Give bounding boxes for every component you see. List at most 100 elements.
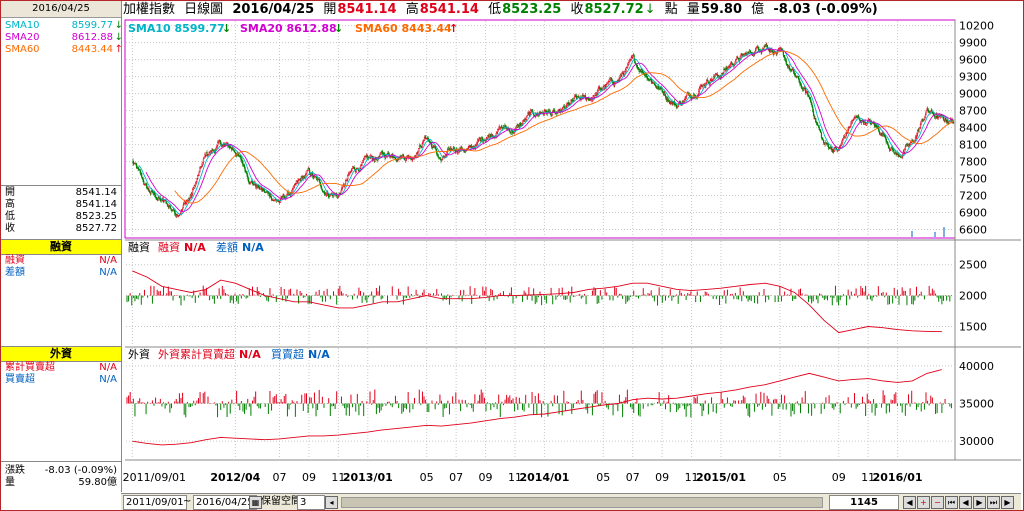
candle-body (192, 190, 193, 194)
candle-body (202, 165, 203, 167)
candle-body (142, 177, 143, 178)
scroll-track[interactable] (341, 497, 823, 508)
candle-body (341, 190, 342, 194)
zoom-out-icon[interactable]: − (931, 496, 944, 509)
candle-body (364, 158, 365, 159)
candle-body (246, 172, 247, 174)
candle-body (828, 146, 829, 148)
candle-body (943, 117, 944, 120)
candle-body (519, 125, 520, 127)
candle-body (823, 140, 824, 143)
candle-body (921, 121, 922, 124)
zoom-in-icon[interactable]: + (917, 496, 930, 509)
candle-body (812, 105, 813, 107)
x-tick-label: 05 (596, 471, 610, 484)
candle-body (435, 146, 436, 148)
scroll-left-icon[interactable]: ◀ (903, 496, 916, 509)
candle-body (822, 139, 823, 140)
y-tick-label: 35000 (959, 398, 994, 411)
candle-body (182, 208, 183, 209)
y-tick-label: 30000 (959, 435, 994, 448)
candle-body (292, 190, 293, 193)
candle-body (240, 156, 241, 159)
candle-body (405, 159, 406, 161)
foreign-legend-value: N/A (239, 348, 261, 361)
y-tick-label: 9900 (959, 37, 987, 50)
candle-body (360, 166, 361, 168)
candle-body (306, 173, 307, 175)
x-tick-label: 09 (479, 471, 493, 484)
candle-body (698, 94, 699, 95)
margin-legend-item: 差額 (216, 240, 238, 254)
down-arrow-icon: ↓ (222, 22, 231, 35)
range-toolbar: 2011/09/01 ~ 2016/04/25 ▦ 保留空間 3 ◂ 1145 … (121, 493, 1021, 510)
candle-body (947, 122, 948, 124)
candle-body (487, 136, 488, 138)
candle-body (828, 143, 829, 146)
candle-body (202, 162, 203, 165)
candle-body (953, 122, 954, 123)
candle-body (192, 194, 193, 196)
candle-body (532, 110, 533, 112)
y-tick-label: 7200 (959, 190, 987, 203)
candle-body (794, 72, 795, 74)
prev-page-icon[interactable]: ◀ (959, 496, 972, 509)
next-page-icon[interactable]: ▶ (973, 496, 986, 509)
candle-body (629, 61, 630, 63)
scroll-right-icon[interactable]: ▶ (1001, 496, 1014, 509)
candle-body (655, 85, 656, 87)
y-tick-label: 8100 (959, 139, 987, 152)
candle-body (199, 168, 200, 172)
candle-body (305, 175, 306, 177)
candle-body (220, 142, 221, 144)
candle-body (667, 98, 668, 101)
candle-body (530, 110, 531, 112)
y-tick-label: 9000 (959, 88, 987, 101)
candle-body (686, 95, 687, 97)
candle-body (800, 82, 801, 84)
candle-body (207, 152, 208, 154)
candle-body (738, 58, 739, 59)
candle-body (919, 127, 920, 128)
candle-body (821, 132, 822, 137)
from-date-field[interactable]: 2011/09/01 (123, 495, 187, 510)
candle-body (786, 61, 787, 65)
x-tick-label: 2015/01 (696, 471, 746, 484)
candle-body (713, 79, 714, 81)
candle-body (271, 198, 272, 200)
spin-icon[interactable]: ◂ (325, 496, 338, 509)
last-page-icon[interactable]: ⏭ (987, 496, 1000, 509)
candle-body (925, 115, 926, 118)
candle-body (244, 165, 245, 167)
candle-body (533, 113, 534, 115)
candle-body (530, 113, 531, 115)
x-tick-label: 09 (832, 471, 846, 484)
bar-count: 1145 (829, 495, 899, 510)
candle-body (651, 79, 652, 81)
candle-body (146, 184, 147, 188)
candle-body (418, 152, 419, 154)
candle-body (347, 176, 348, 179)
candle-body (915, 137, 916, 140)
candle-body (866, 123, 867, 125)
to-date-field[interactable]: 2016/04/25 (193, 495, 257, 510)
candle-body (662, 89, 663, 92)
price-legend: SMA60 8443.44 (355, 22, 452, 35)
candle-body (665, 93, 666, 96)
y-tick-label: 2000 (959, 290, 987, 303)
candle-body (321, 188, 322, 190)
candle-body (887, 142, 888, 145)
keep-space-input[interactable]: 3 (297, 495, 325, 510)
candle-body (522, 121, 523, 124)
candle-body (794, 73, 795, 75)
foreign-bars (127, 390, 951, 418)
candle-body (805, 89, 806, 93)
candle-body (321, 185, 322, 188)
first-page-icon[interactable]: ⏮ (945, 496, 958, 509)
candle-body (422, 143, 423, 147)
candle-body (684, 100, 685, 102)
candle-body (892, 148, 893, 150)
candle-body (878, 129, 879, 132)
candle-body (431, 143, 432, 147)
candle-body (850, 124, 851, 127)
